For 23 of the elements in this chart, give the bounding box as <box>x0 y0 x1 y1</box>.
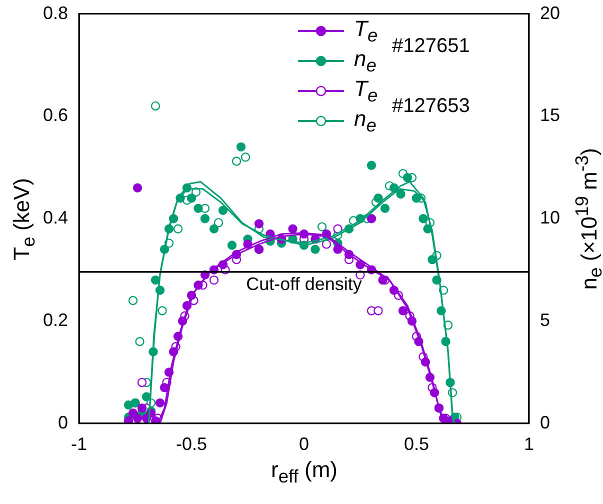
legend-label: T$_{e}$ <box>354 76 378 106</box>
y-tick-label: 0.6 <box>42 105 68 126</box>
y2-tick-label: 10 <box>540 208 560 228</box>
y2-tick-label: 0 <box>540 412 550 432</box>
y-tick-label: 0.4 <box>42 208 68 228</box>
x-tick-label: 1 <box>524 434 534 454</box>
x-tick-label: -0.5 <box>176 434 208 454</box>
y-tick-label: 0.2 <box>42 310 68 330</box>
legend-label: n$_{e}$ <box>354 106 376 136</box>
legend-label: T$_{e}$ <box>354 16 378 46</box>
x-axis-title: r$_{eff}$ (m) <box>271 457 338 488</box>
x-tick-label: 0.5 <box>404 434 430 454</box>
y-tick-label: 0 <box>58 412 68 432</box>
annotation: #127653 <box>392 94 470 118</box>
x-tick-label: -1 <box>71 434 88 454</box>
x-tick-label: 0 <box>298 434 310 454</box>
y-tick-label: 0.8 <box>42 2 68 23</box>
legend-label: n$_{e}$ <box>354 46 376 76</box>
y2-tick-label: 5 <box>540 310 550 330</box>
y2-tick-label: 15 <box>540 105 560 126</box>
annotation: #127651 <box>392 34 470 58</box>
y2-tick-label: 20 <box>540 2 560 23</box>
ref-line-label: Cut-off density <box>246 274 362 294</box>
